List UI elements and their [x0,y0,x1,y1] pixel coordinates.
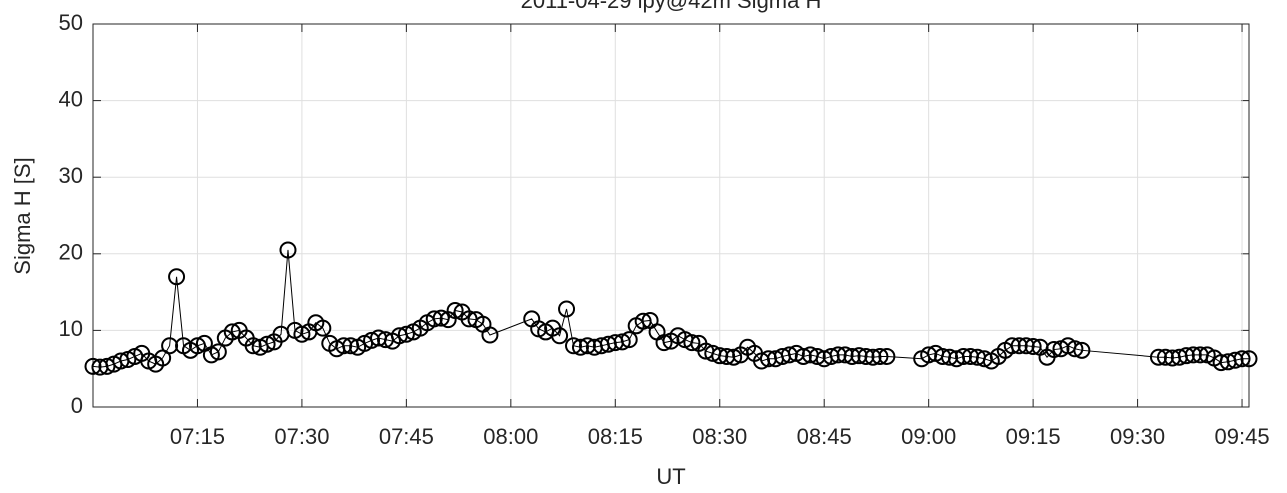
data-point [1010,337,1028,355]
data-point [620,331,638,349]
data-point [258,335,276,353]
data-point [425,310,443,328]
data-point [871,347,889,365]
data-point [565,337,583,355]
data-point [808,347,826,365]
data-point [683,334,701,352]
y-axis-label: Sigma H [S] [10,157,35,274]
data-point [578,337,596,355]
x-tick-label: 09:00 [901,424,956,449]
data-point [1240,350,1258,368]
x-tick-label: 08:15 [588,424,643,449]
data-point [1177,347,1195,365]
y-tick-label: 40 [59,86,83,111]
x-tick-label: 09:30 [1110,424,1165,449]
data-point [84,357,102,375]
x-tick-label: 09:15 [1006,424,1061,449]
y-tick-label: 50 [59,10,83,35]
data-point [1024,337,1042,355]
y-tick-label: 0 [71,393,83,418]
data-point [1073,341,1091,359]
y-tick-label: 30 [59,163,83,188]
data-point [161,337,179,355]
data-point [446,301,464,319]
data-point [864,348,882,366]
data-point [223,323,241,341]
x-tick-label: 08:00 [483,424,538,449]
data-point [209,343,227,361]
data-point [432,309,450,327]
data-point [634,312,652,330]
data-point [1149,348,1167,366]
data-point [954,347,972,365]
x-tick-label: 07:30 [274,424,329,449]
data-point [551,327,569,345]
data-point [558,300,576,318]
data-point [836,346,854,364]
data-point [1156,348,1174,366]
data-point [363,331,381,349]
data-point [279,241,297,259]
data-point [571,338,589,356]
data-point [397,325,415,343]
chart-title: 2011-04-29 lpy@42m Sigma H [521,0,822,13]
data-point [188,337,206,355]
x-tick-label: 08:30 [692,424,747,449]
data-line [92,249,1249,368]
data-point [794,347,812,365]
data-point [655,334,673,352]
data-point [1003,337,1021,355]
data-point [1184,346,1202,364]
data-point [857,347,875,365]
data-point [1233,350,1251,368]
data-point [168,268,186,286]
y-tick-label: 20 [59,240,83,265]
data-point [293,325,311,343]
data-point [1066,340,1084,358]
plot-frame [92,23,1250,408]
x-axis-label: UT [656,464,685,489]
x-tick-label: 07:15 [170,424,225,449]
data-point [314,319,332,337]
data-point [481,326,499,344]
data-point [941,348,959,366]
x-tick-label: 07:45 [379,424,434,449]
y-tick-label: 10 [59,316,83,341]
data-point [725,348,743,366]
x-tick-label: 09:45 [1215,424,1270,449]
data-point [613,333,631,351]
data-point [878,347,896,365]
data-point [843,347,861,365]
x-tick-label: 08:45 [797,424,852,449]
